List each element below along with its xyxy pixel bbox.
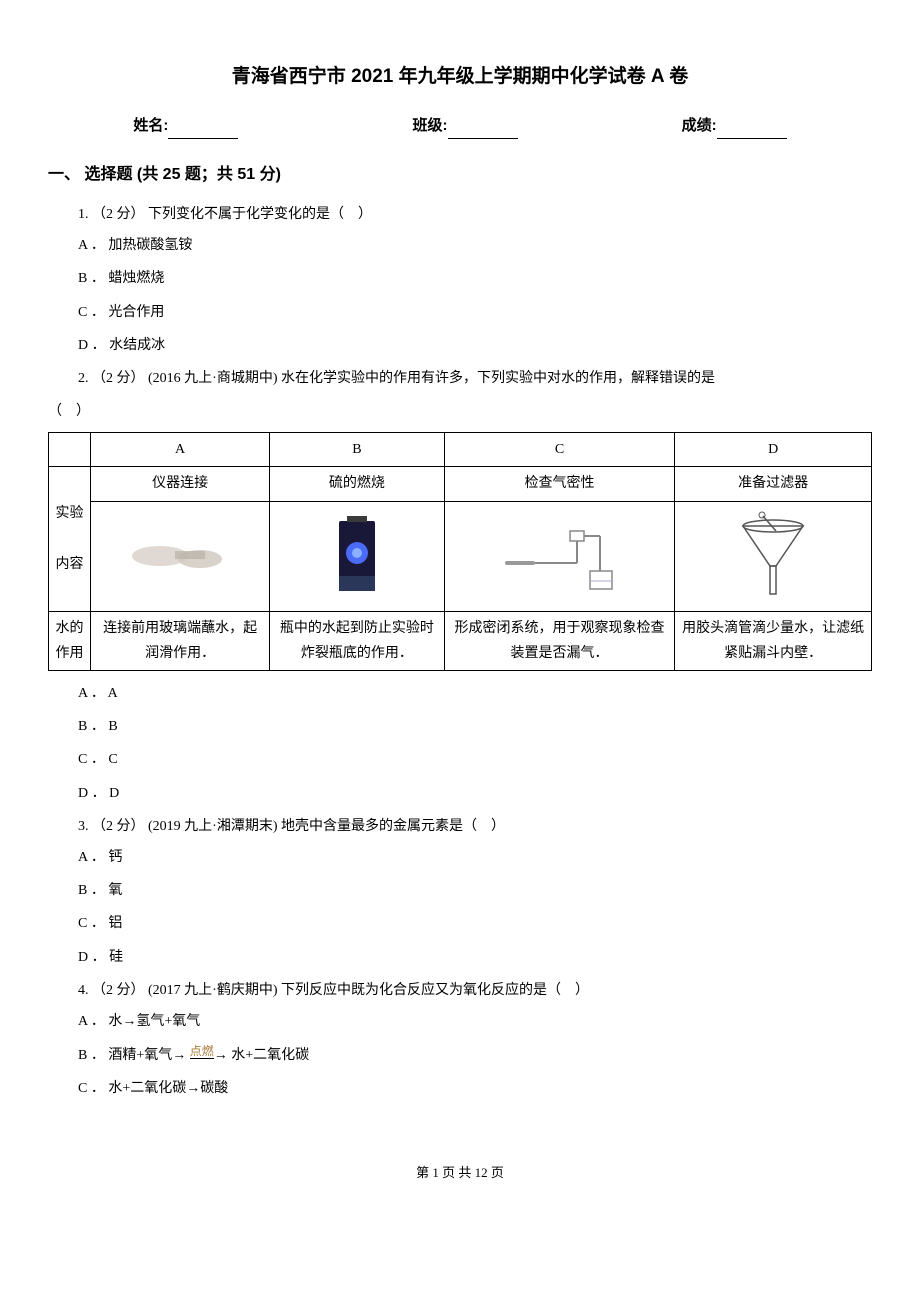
q2-table: A B C D 实验 内容 仪器连接 硫的燃烧 检查气密性 准备过滤器	[48, 432, 872, 671]
q3-option-d: D ． 硅	[78, 945, 872, 970]
q2-option-c: C ． C	[78, 747, 872, 772]
airtight-check-icon	[495, 516, 625, 596]
table-row3-label: 水的作用	[49, 611, 91, 670]
table-header-blank	[49, 433, 91, 467]
table-r1-c3: 检查气密性	[444, 467, 675, 501]
funnel-icon	[728, 511, 818, 601]
table-r1-c1: 仪器连接	[91, 467, 270, 501]
table-img-d	[675, 501, 872, 611]
question-3: 3. （2 分） (2019 九上·湘潭期末) 地壳中含量最多的金属元素是（ ）…	[48, 814, 872, 970]
table-r3-c3: 形成密闭系统，用于观察现象检查装置是否漏气．	[444, 611, 675, 670]
q4-option-b: B ． 酒精+氧气→ 点燃→ 水+二氧化碳	[78, 1042, 872, 1068]
table-header-a: A	[91, 433, 270, 467]
table-r1-c2: 硫的燃烧	[270, 467, 445, 501]
q3-option-b: B ． 氧	[78, 878, 872, 903]
q1-option-d: D ． 水结成冰	[78, 333, 872, 358]
table-r3-c2: 瓶中的水起到防止实验时炸裂瓶底的作用．	[270, 611, 445, 670]
name-label: 姓名:	[133, 112, 168, 139]
row2-label-text: 内容	[56, 557, 84, 572]
section-header: 一、 选择题 (共 25 题；共 51 分)	[48, 161, 872, 190]
name-blank	[168, 125, 238, 139]
class-blank	[448, 125, 518, 139]
sulfur-burn-icon	[327, 511, 387, 601]
q4-option-c: C ． 水+二氧化碳→碳酸	[78, 1076, 872, 1101]
table-header-b: B	[270, 433, 445, 467]
exam-title: 青海省西宁市 2021 年九年级上学期期中化学试卷 A 卷	[48, 60, 872, 94]
apparatus-connect-icon	[125, 531, 235, 581]
table-img-b	[270, 501, 445, 611]
q2-stem: 2. （2 分） (2016 九上·商城期中) 水在化学实验中的作用有许多，下列…	[78, 366, 872, 391]
info-line: 姓名: 班级: 成绩:	[48, 112, 872, 139]
table-r3-c1: 连接前用玻璃端蘸水，起润滑作用．	[91, 611, 270, 670]
page-footer: 第 1 页 共 12 页	[48, 1161, 872, 1184]
table-img-a	[91, 501, 270, 611]
q2-option-b: B ． B	[78, 714, 872, 739]
ignite-label: 点燃	[190, 1045, 214, 1059]
q2-stem-tail: （ ）	[48, 399, 872, 424]
arrow-icon: →	[214, 1046, 228, 1062]
question-2: 2. （2 分） (2016 九上·商城期中) 水在化学实验中的作用有许多，下列…	[48, 366, 872, 391]
q1-option-a: A ． 加热碳酸氢铵	[78, 233, 872, 258]
table-r3-c4: 用胶头滴管滴少量水，让滤纸紧贴漏斗内壁．	[675, 611, 872, 670]
row1-label-text: 实验	[56, 506, 84, 521]
q4-b-pre: B ． 酒精+氧气→	[78, 1048, 190, 1063]
q3-option-c: C ． 铝	[78, 911, 872, 936]
score-label: 成绩:	[682, 112, 717, 139]
q2-option-d: D ． D	[78, 781, 872, 806]
row3-label-text: 水的作用	[56, 621, 84, 661]
question-4: 4. （2 分） (2017 九上·鹤庆期中) 下列反应中既为化合反应又为氧化反…	[48, 978, 872, 1102]
table-img-c	[444, 501, 675, 611]
q1-stem: 1. （2 分） 下列变化不属于化学变化的是（ ）	[78, 202, 872, 227]
q2-option-a: A ． A	[78, 681, 872, 706]
q4-b-post: 水+二氧化碳	[228, 1048, 309, 1063]
class-label: 班级:	[413, 112, 448, 139]
table-header-d: D	[675, 433, 872, 467]
q1-option-c: C ． 光合作用	[78, 300, 872, 325]
q1-option-b: B ． 蜡烛燃烧	[78, 266, 872, 291]
q4-stem: 4. （2 分） (2017 九上·鹤庆期中) 下列反应中既为化合反应又为氧化反…	[78, 978, 872, 1003]
question-1: 1. （2 分） 下列变化不属于化学变化的是（ ） A ． 加热碳酸氢铵 B ．…	[48, 202, 872, 358]
q3-option-a: A ． 钙	[78, 845, 872, 870]
table-row1-label: 实验 内容	[49, 467, 91, 611]
q3-stem: 3. （2 分） (2019 九上·湘潭期末) 地壳中含量最多的金属元素是（ ）	[78, 814, 872, 839]
score-blank	[717, 125, 787, 139]
table-r1-c4: 准备过滤器	[675, 467, 872, 501]
q4-option-a: A ． 水→氢气+氧气	[78, 1009, 872, 1034]
table-header-c: C	[444, 433, 675, 467]
